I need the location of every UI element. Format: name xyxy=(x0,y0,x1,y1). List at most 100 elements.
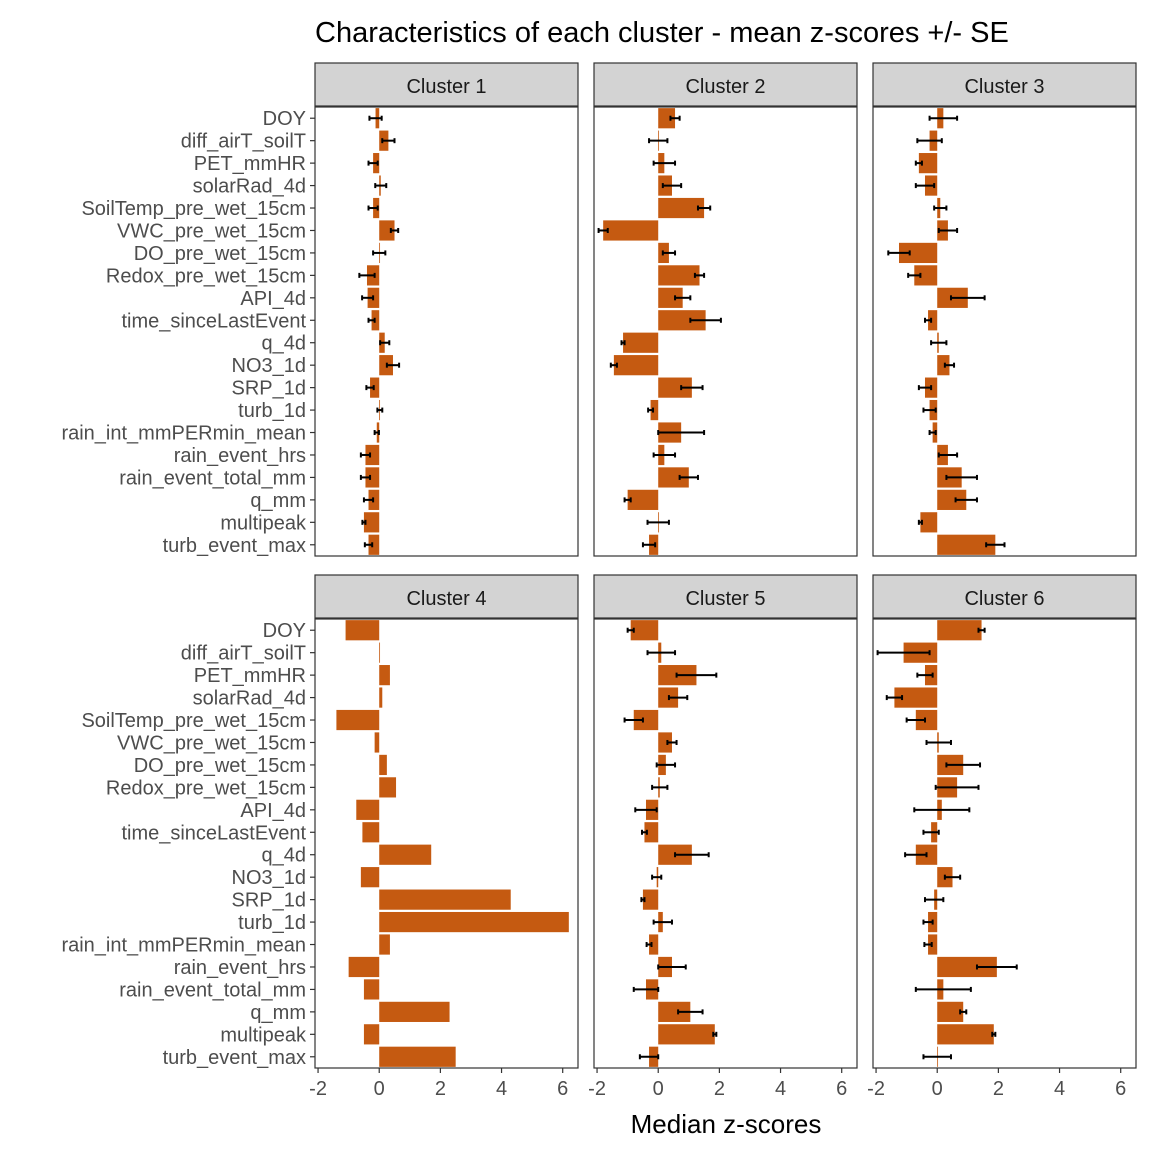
bar-turb_1d xyxy=(379,911,569,933)
panel-6: Cluster 6 -2 0 2 4 6 xyxy=(867,574,1137,1100)
bar-DOY xyxy=(630,620,659,641)
y-tick-label: diff_airT_soilT xyxy=(181,643,306,665)
bar-turb_event_max xyxy=(937,534,996,555)
bar-q_mm xyxy=(658,1001,691,1022)
bar-SRP_1d xyxy=(658,377,692,398)
bar-SoilTemp_pre_wet_15cm xyxy=(658,197,705,219)
x-tick-label: -2 xyxy=(867,1078,885,1100)
y-tick-label: DOY xyxy=(263,620,306,642)
bar-rain_event_hrs xyxy=(365,444,380,466)
bar-PET_mmHR xyxy=(918,153,938,174)
bar-solarRad_4d xyxy=(379,687,383,708)
panel-strip xyxy=(314,62,579,107)
bar-VWC_pre_wet_15cm xyxy=(374,732,380,753)
y-tick-label: VWC_pre_wet_15cm xyxy=(117,732,306,754)
y-tick-label: diff_airT_soilT xyxy=(181,131,306,153)
bar-DOY xyxy=(937,620,982,641)
panel-background xyxy=(315,619,578,1068)
bar-NO3_1d xyxy=(937,355,950,376)
bar-DOY xyxy=(658,108,676,129)
panel-background xyxy=(315,107,578,556)
panel-strip-label: Cluster 6 xyxy=(964,588,1044,610)
panel-border xyxy=(314,618,579,1069)
panel-2: Cluster 2 xyxy=(593,62,858,557)
panel-strip xyxy=(872,62,1137,107)
x-tick-label: 6 xyxy=(1115,1078,1126,1100)
bar-DO_pre_wet_15cm xyxy=(379,754,387,776)
y-tick-label: turb_event_max xyxy=(163,1047,306,1069)
y-tick-label: API_4d xyxy=(240,800,306,822)
panel-border xyxy=(593,106,858,557)
y-tick-label: rain_event_total_mm xyxy=(119,467,306,489)
bar-solarRad_4d xyxy=(894,687,938,708)
panel-border xyxy=(314,106,579,557)
bar-VWC_pre_wet_15cm xyxy=(658,732,672,753)
panel-strip xyxy=(872,574,1137,619)
bar-multipeak xyxy=(363,512,380,533)
panel-background xyxy=(594,107,857,556)
y-tick-label: turb_1d xyxy=(238,400,306,422)
bar-DOY xyxy=(345,620,380,641)
y-tick-label: SoilTemp_pre_wet_15cm xyxy=(81,198,306,220)
x-tick-label: 6 xyxy=(557,1078,568,1100)
bar-q_4d xyxy=(379,844,432,865)
panel-strip-label: Cluster 2 xyxy=(685,76,765,98)
bar-rain_int_mmPERmin_mean xyxy=(649,934,659,955)
chart-title: Characteristics of each cluster - mean z… xyxy=(315,17,1009,49)
x-axis-label: Median z-scores xyxy=(631,1109,822,1139)
bar-DO_pre_wet_15cm xyxy=(898,242,938,264)
y-tick-label: solarRad_4d xyxy=(193,176,306,198)
bar-diff_airT_soilT xyxy=(379,642,381,663)
x-tick-label: 2 xyxy=(714,1078,725,1100)
panel-border xyxy=(593,618,858,1069)
y-tick-label: time_sinceLastEvent xyxy=(121,822,306,844)
panel-strip xyxy=(314,574,579,619)
x-tick-label: 0 xyxy=(932,1078,943,1100)
bar-rain_event_hrs xyxy=(937,956,997,978)
panel-1: Cluster 1 DOYdiff_airT_soilTPET_mmHRsolar… xyxy=(61,62,579,557)
panel-5: Cluster 5 -2 0 2 4 6 xyxy=(588,574,858,1100)
y-tick-label: time_sinceLastEvent xyxy=(121,310,306,332)
bar-q_mm xyxy=(379,1001,450,1022)
bar-SoilTemp_pre_wet_15cm xyxy=(336,709,380,731)
bar-SRP_1d xyxy=(642,889,659,910)
y-tick-label: rain_int_mmPERmin_mean xyxy=(61,423,306,445)
panel-4: Cluster 4 DOYdiff_airT_soilTPET_mmHRsolar… xyxy=(61,574,579,1100)
y-tick-label: SRP_1d xyxy=(232,378,307,400)
y-tick-label: q_4d xyxy=(262,845,307,867)
y-tick-label: q_mm xyxy=(250,1002,306,1024)
bar-multipeak xyxy=(658,1024,715,1045)
y-tick-label: DO_pre_wet_15cm xyxy=(134,243,306,265)
x-tick-label: 2 xyxy=(435,1078,446,1100)
y-tick-label: turb_event_max xyxy=(163,535,306,557)
bar-turb_event_max xyxy=(379,1046,456,1067)
panel-background xyxy=(594,619,857,1068)
y-tick-label: rain_event_hrs xyxy=(174,957,306,979)
x-tick-label: 4 xyxy=(496,1078,507,1100)
bar-multipeak xyxy=(937,1024,994,1045)
y-tick-label: VWC_pre_wet_15cm xyxy=(117,220,306,242)
bar-Redox_pre_wet_15cm xyxy=(914,265,938,286)
bar-VWC_pre_wet_15cm xyxy=(379,220,395,241)
bar-rain_event_total_mm xyxy=(363,979,380,1000)
bar-SoilTemp_pre_wet_15cm xyxy=(633,709,659,731)
y-tick-label: rain_event_total_mm xyxy=(119,979,306,1001)
y-tick-label: NO3_1d xyxy=(232,867,307,889)
bar-multipeak xyxy=(920,512,938,533)
panel-strip-label: Cluster 3 xyxy=(964,76,1044,98)
y-tick-label: Redox_pre_wet_15cm xyxy=(106,265,306,287)
bar-rain_int_mmPERmin_mean xyxy=(379,934,390,955)
bar-time_sinceLastEvent xyxy=(362,822,380,843)
y-tick-label: SRP_1d xyxy=(232,890,307,912)
y-tick-label: q_4d xyxy=(262,333,307,355)
y-tick-label: SoilTemp_pre_wet_15cm xyxy=(81,710,306,732)
y-tick-label: Redox_pre_wet_15cm xyxy=(106,777,306,799)
y-tick-label: rain_event_hrs xyxy=(174,445,306,467)
x-tick-label: 4 xyxy=(775,1078,786,1100)
bar-time_sinceLastEvent xyxy=(658,310,706,331)
bar-turb_1d xyxy=(650,399,659,421)
panel-border xyxy=(872,106,1137,557)
bar-multipeak xyxy=(363,1024,380,1045)
